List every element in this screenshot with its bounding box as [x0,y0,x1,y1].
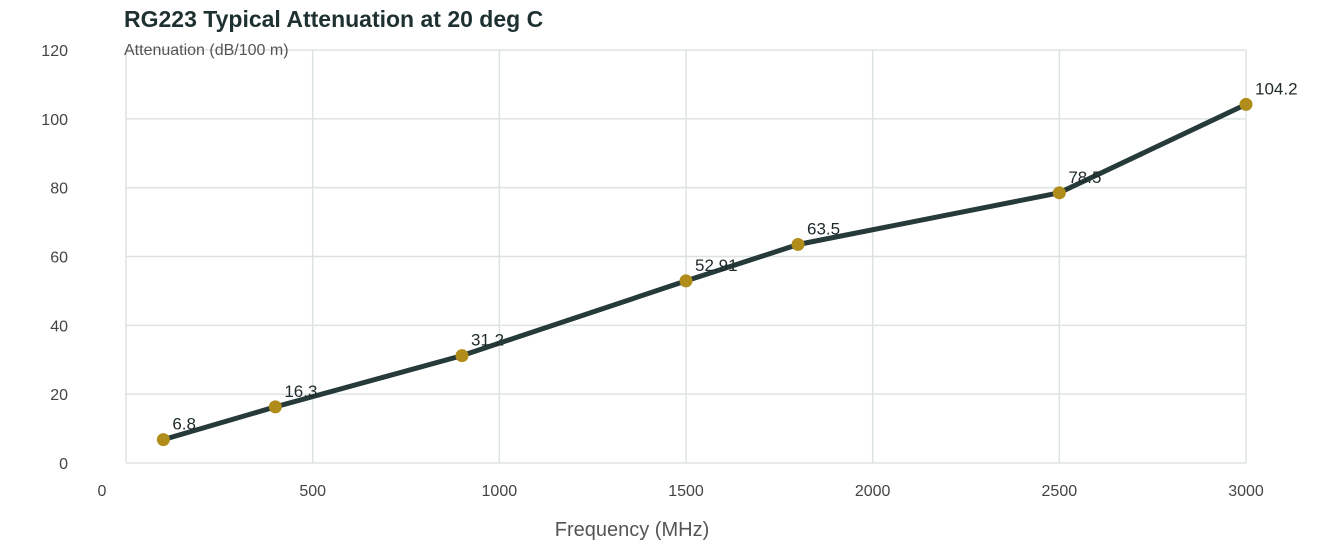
y-tick-label: 100 [41,112,68,129]
data-point [268,400,282,414]
data-label: 104.2 [1255,79,1298,98]
data-point [791,237,805,251]
data-point [455,349,469,363]
data-point [1239,97,1253,111]
x-tick-label: 1500 [668,483,704,500]
data-label: 52.91 [695,256,738,275]
x-tick-label: 500 [299,483,326,500]
x-tick-label: 1000 [482,483,518,500]
y-tick-label: 60 [50,250,68,267]
x-tick-label: 2000 [855,483,891,500]
y-tick-label: 0 [59,456,68,473]
x-axis-ticks: 0 500 1000 1500 2000 2500 3000 [98,483,1264,500]
y-tick-label: 20 [50,387,68,404]
y-tick-label: 120 [41,43,68,60]
y-axis-title: Attenuation (dB/100 m) [124,42,289,59]
data-label: 16.3 [284,382,317,401]
data-label: 31.2 [471,331,504,350]
grid-lines [125,49,1247,464]
x-axis-title: Frequency (MHz) [555,519,709,541]
x-tick-label: 0 [98,483,107,500]
data-label: 63.5 [807,219,840,238]
y-axis-ticks: 0 20 40 60 80 100 120 [41,43,68,473]
x-tick-label: 3000 [1228,483,1264,500]
data-labels: 6.8 16.3 31.2 52.91 63.5 78.5 104.2 [172,79,1297,433]
chart-title: RG223 Typical Attenuation at 20 deg C [124,6,543,32]
series-layer [156,97,1253,447]
data-label: 6.8 [172,415,196,434]
y-tick-label: 80 [50,181,68,198]
data-point [1052,186,1066,200]
data-point [156,433,170,447]
data-label: 78.5 [1068,168,1101,187]
data-point [679,274,693,288]
y-tick-label: 40 [50,318,68,335]
x-tick-label: 2500 [1042,483,1078,500]
